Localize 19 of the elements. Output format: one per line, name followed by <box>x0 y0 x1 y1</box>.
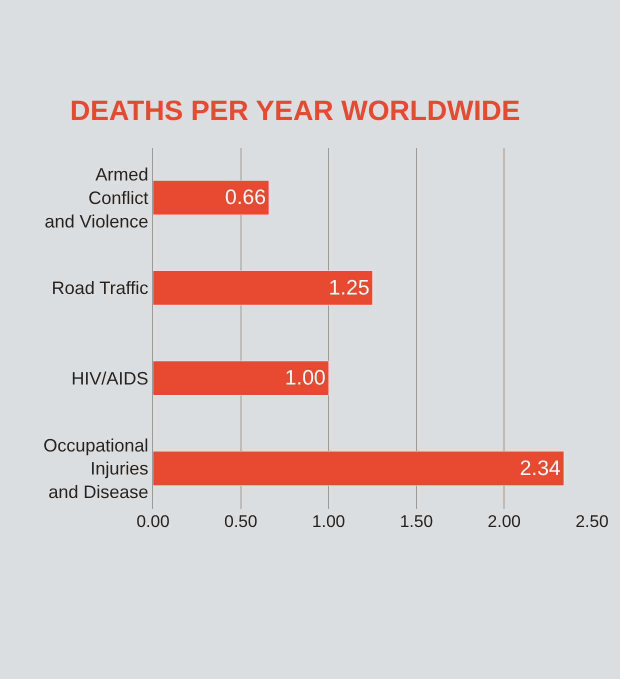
x-tick-label: 1.00 <box>312 512 346 531</box>
x-tick-label: 2.00 <box>488 512 521 531</box>
data-label: 0.66 <box>225 186 266 210</box>
bar <box>153 270 373 306</box>
bar <box>153 450 564 486</box>
data-label: 1.25 <box>328 276 370 300</box>
bar <box>153 360 329 396</box>
y-tick-label: HIV/AIDS <box>71 368 148 388</box>
data-label: 2.34 <box>520 456 561 480</box>
y-tick-label: Occupational Injuries and Disease <box>43 435 148 502</box>
x-tick-label: 2.50 <box>575 512 609 531</box>
y-tick-label: Armed Conflict and Violence <box>44 164 148 232</box>
y-tick-label: Road Traffic <box>52 278 148 298</box>
chart-title: DEATHS PER YEAR WORLDWIDE <box>70 94 520 126</box>
bar <box>153 180 270 216</box>
x-tick-label: 0.50 <box>224 512 258 531</box>
x-tick-label: 0.00 <box>136 512 170 531</box>
x-tick-label: 1.50 <box>400 512 433 531</box>
data-label: 1.00 <box>284 366 326 390</box>
